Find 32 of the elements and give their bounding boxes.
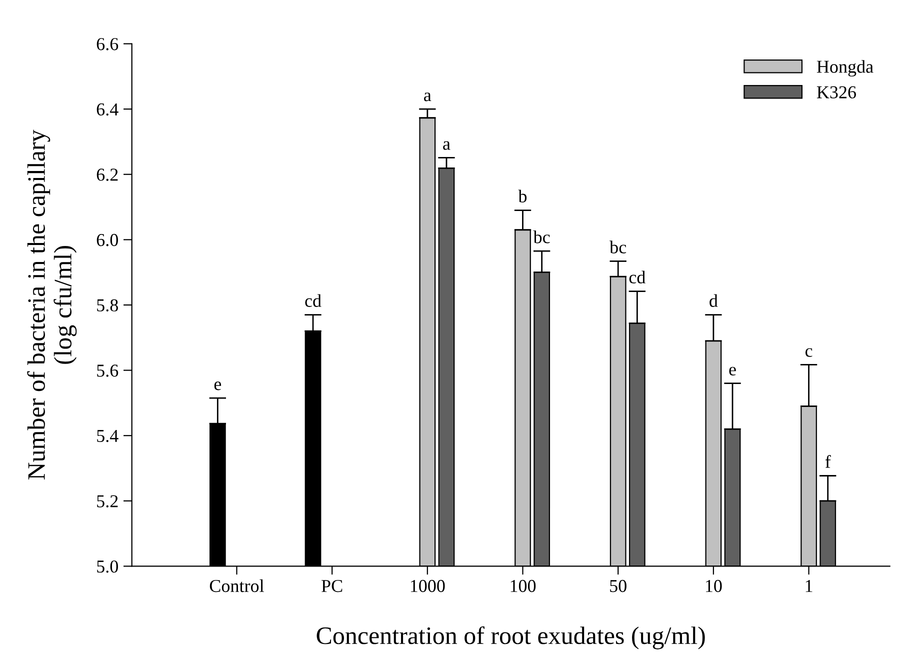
x-tick-label: 10	[706, 580, 722, 592]
legend-label: K326	[816, 86, 856, 98]
x-tick-label: PC	[322, 580, 342, 592]
x-tick-label: 100	[510, 580, 536, 592]
x-tick-label: Control	[210, 579, 264, 592]
y-tick-label: 5.4	[97, 430, 118, 442]
y-tick-label: 6.2	[96, 168, 118, 181]
data-label: bc	[533, 230, 550, 244]
data-label: b	[518, 190, 527, 202]
data-label: a	[424, 92, 432, 102]
data-label: cd	[305, 294, 322, 307]
y-tick-label: 6.6	[96, 38, 118, 50]
y-tick-label: 5.6	[97, 364, 118, 377]
data-label: e	[729, 366, 736, 376]
y-tick-label: 6.0	[96, 234, 118, 246]
y-axis-title: Number of bacteria in the capillary (log cfu/ml)	[27, 130, 77, 480]
data-label: cd	[629, 270, 646, 284]
y-tick-label: 5.2	[97, 495, 118, 508]
x-tick-label: 50	[610, 580, 626, 592]
x-tick-label: 1000	[410, 580, 445, 592]
x-axis-title: Concentration of root exudates (ug/ml)	[316, 626, 705, 650]
data-label: a	[443, 141, 450, 150]
x-tick-label: 1	[806, 580, 812, 592]
data-label: bc	[610, 240, 626, 254]
legend-label: Hongda	[816, 60, 874, 77]
data-label: f	[825, 455, 831, 468]
y-tick-label: 5.0	[97, 560, 118, 573]
y-tick-label: 5.8	[97, 299, 118, 312]
data-label: e	[214, 382, 222, 390]
data-label: d	[710, 294, 718, 307]
data-label: c	[805, 348, 812, 357]
y-tick-label: 6.4	[96, 103, 118, 116]
